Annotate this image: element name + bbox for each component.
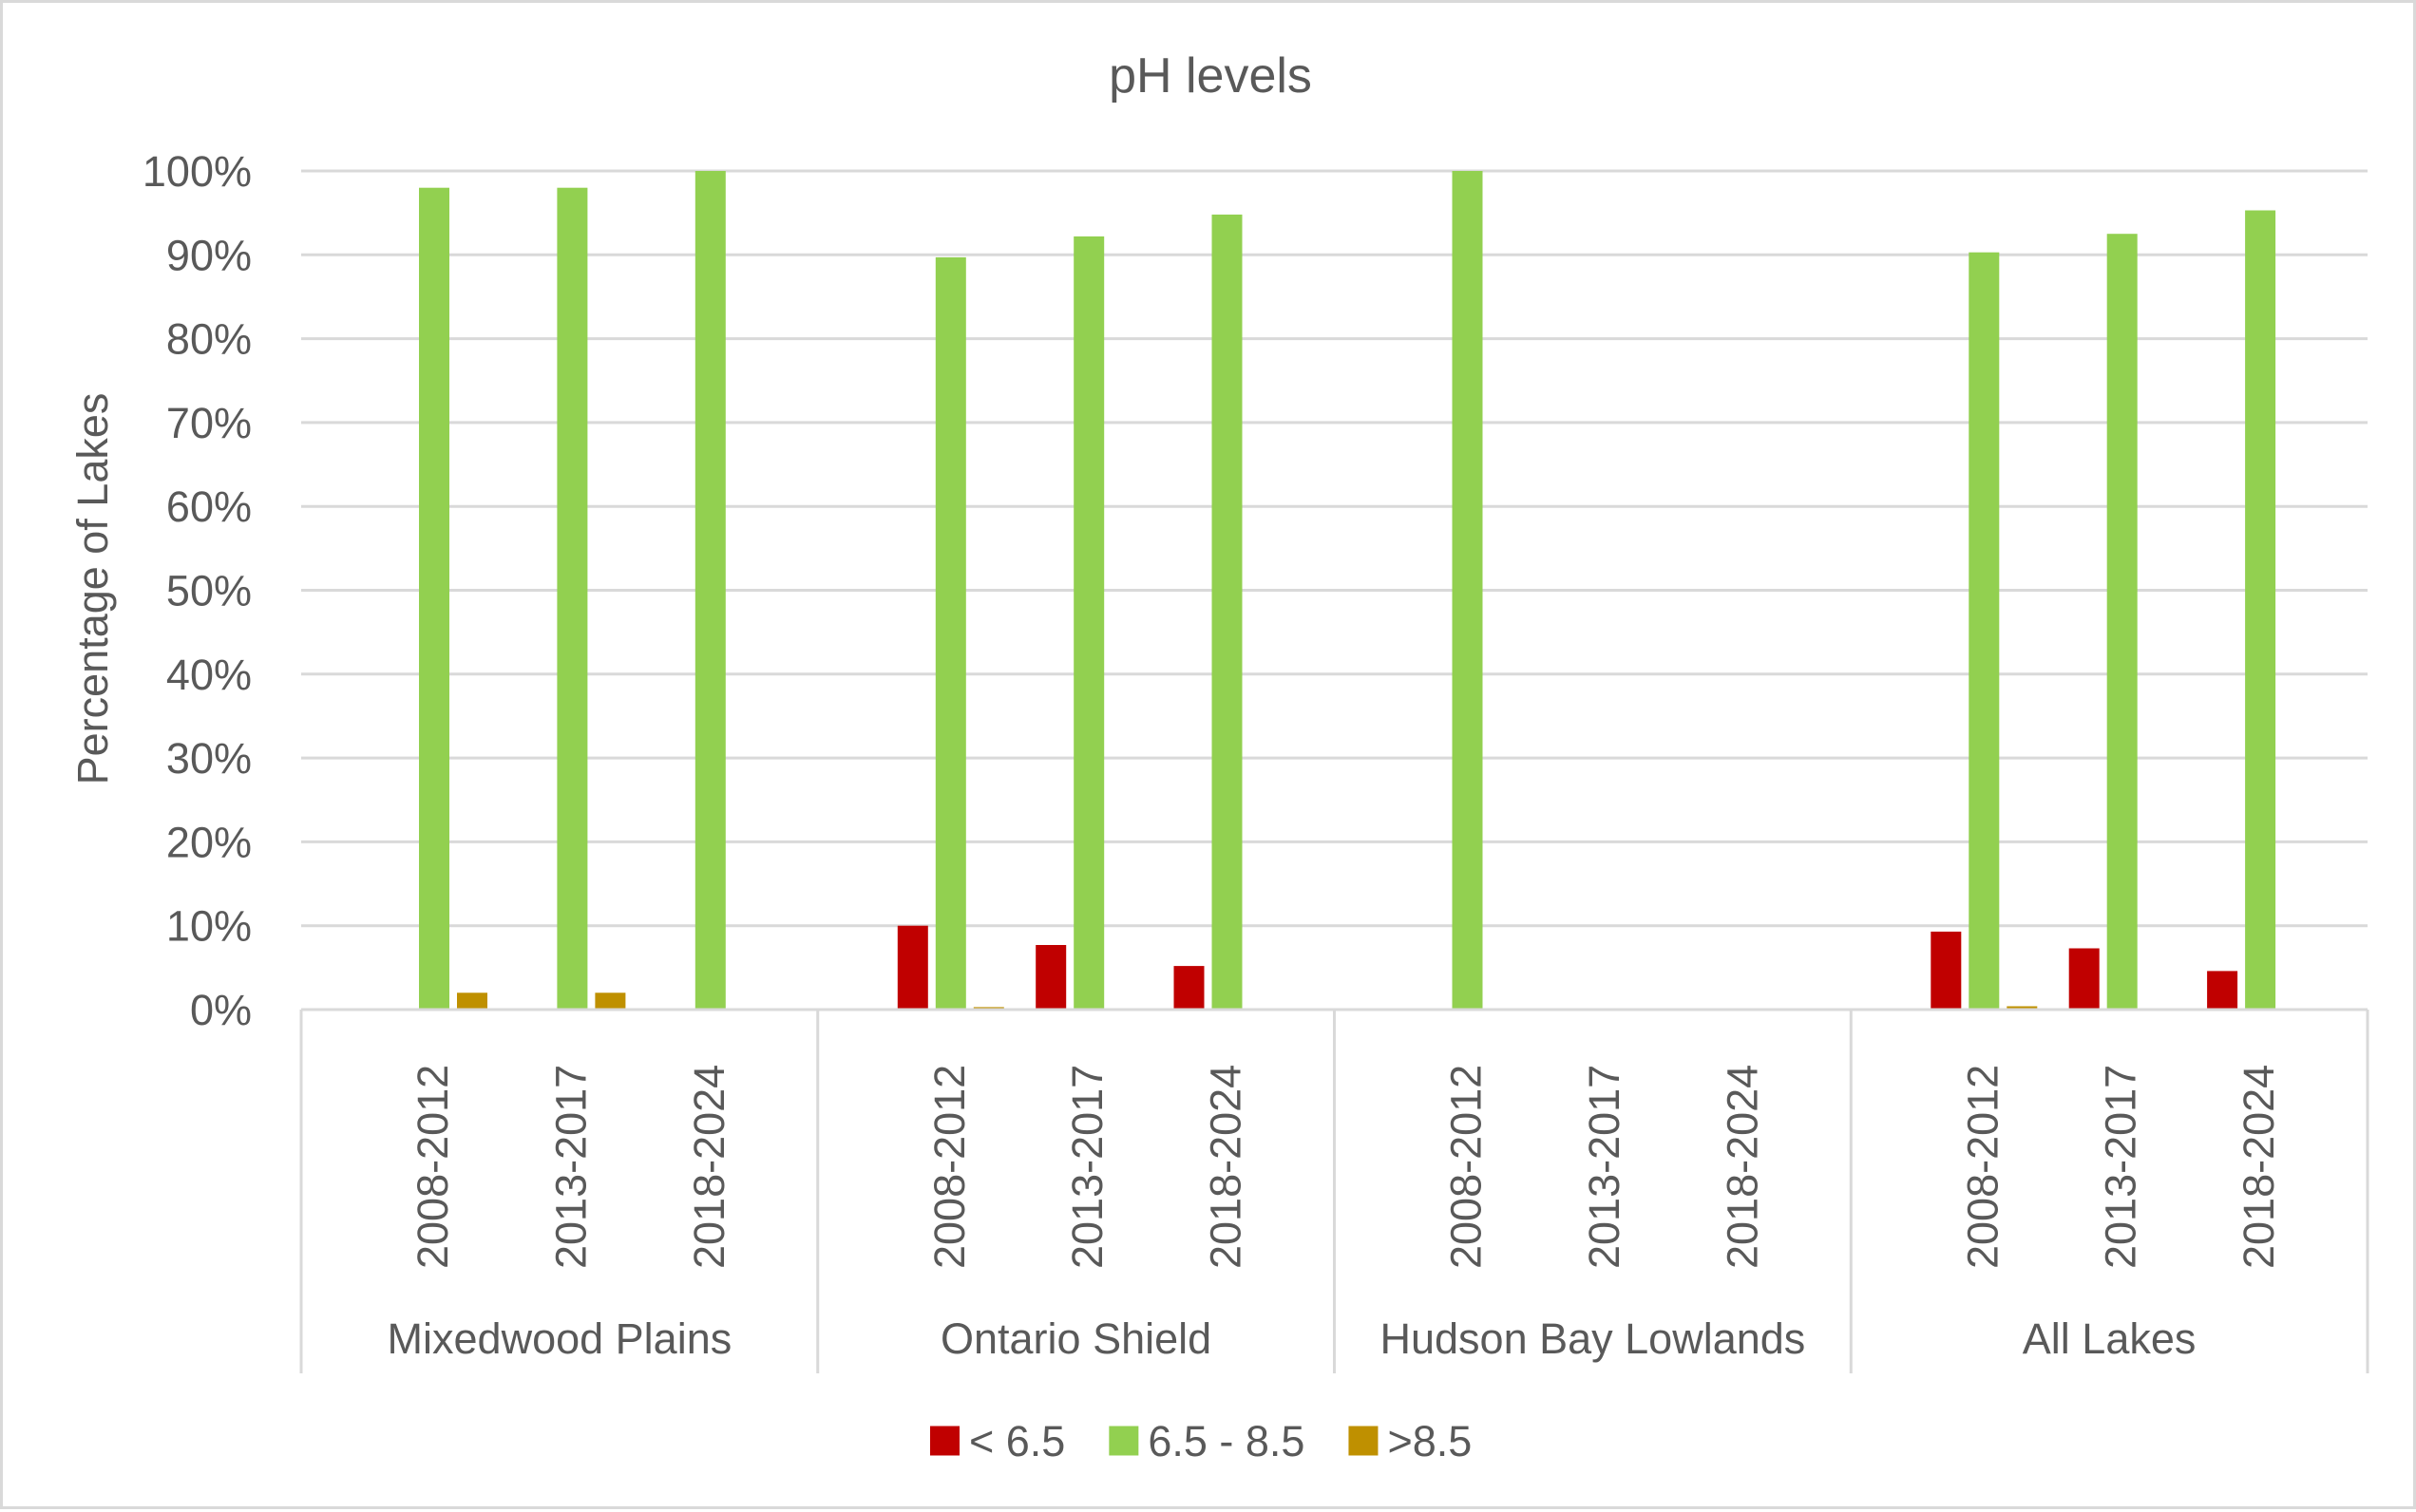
x-period-label: 2008-2012 xyxy=(1442,1065,1491,1269)
bar xyxy=(1036,945,1067,1010)
bar xyxy=(694,171,726,1010)
legend-swatch xyxy=(1109,1426,1139,1456)
bars xyxy=(419,171,2276,1010)
legend-item: < 6.5 xyxy=(930,1417,1065,1465)
legend-label: 6.5 - 8.5 xyxy=(1148,1417,1304,1465)
x-period-label: 2008-2012 xyxy=(925,1065,974,1269)
legend-label: < 6.5 xyxy=(969,1417,1065,1465)
bar xyxy=(1931,931,1962,1010)
legend-swatch xyxy=(930,1426,960,1456)
bar xyxy=(1211,214,1243,1010)
x-period-label: 2018-2024 xyxy=(685,1065,733,1269)
y-axis-label: Percentage of Lakes xyxy=(68,393,117,785)
gridlines xyxy=(301,169,2368,928)
legend-item: >8.5 xyxy=(1348,1417,1472,1465)
y-tick-label: 60% xyxy=(166,482,252,531)
x-group-label: All Lakes xyxy=(2023,1314,2197,1363)
y-tick-label: 90% xyxy=(166,231,252,279)
bar xyxy=(935,256,966,1010)
bar xyxy=(1074,236,1105,1010)
bar xyxy=(595,992,626,1010)
y-tick-label: 10% xyxy=(166,902,252,951)
legend-label: >8.5 xyxy=(1387,1417,1472,1465)
x-period-label: 2013-2017 xyxy=(2097,1065,2145,1269)
bar xyxy=(897,925,928,1010)
x-period-label: 2008-2012 xyxy=(1958,1065,2007,1269)
y-tick-label: 30% xyxy=(166,734,252,783)
legend-item: 6.5 - 8.5 xyxy=(1109,1417,1304,1465)
legend-swatch xyxy=(1348,1426,1379,1456)
legend: < 6.5 6.5 - 8.5 >8.5 xyxy=(930,1417,1472,1465)
x-period-label: 2018-2024 xyxy=(1718,1065,1766,1269)
y-tick-label: 40% xyxy=(166,651,252,699)
y-tick-labels: 0% 10% 20% 30% 40% 50% 60% 70% 80% 90% 100% xyxy=(143,147,252,1034)
bar xyxy=(1452,171,1483,1010)
bar xyxy=(457,992,487,1010)
x-group-label: Ontario Shield xyxy=(941,1314,1211,1363)
chart-svg: pH levels Percentage of Lakes 0% 10% 20% 30… xyxy=(68,48,2369,1465)
x-period-label: 2018-2024 xyxy=(1202,1065,1250,1269)
x-category-labels: 2008-2012 2013-2017 2018-2024 2008-2012 2013… xyxy=(388,1065,2284,1363)
y-tick-label: 20% xyxy=(166,818,252,866)
bar xyxy=(2007,1006,2038,1010)
bar xyxy=(2245,210,2276,1010)
x-period-label: 2013-2017 xyxy=(1063,1065,1112,1269)
bar xyxy=(419,187,449,1010)
bar xyxy=(1173,966,1205,1010)
y-tick-label: 70% xyxy=(166,399,252,447)
y-tick-label: 0% xyxy=(190,986,252,1034)
y-tick-label: 80% xyxy=(166,315,252,364)
bar xyxy=(2068,948,2100,1010)
x-period-label: 2013-2017 xyxy=(1580,1065,1628,1269)
x-group-label: Hudson Bay Lowlands xyxy=(1380,1314,1806,1363)
y-tick-label: 50% xyxy=(166,567,252,615)
x-group-label: Mixedwood Plains xyxy=(388,1314,732,1363)
chart-title: pH levels xyxy=(1109,48,1312,104)
bar xyxy=(2106,234,2138,1010)
y-tick-label: 100% xyxy=(143,147,252,196)
bar xyxy=(1969,252,2000,1010)
x-period-label: 2008-2012 xyxy=(409,1065,457,1269)
x-period-label: 2018-2024 xyxy=(2235,1065,2283,1269)
bar xyxy=(557,187,588,1010)
x-period-label: 2013-2017 xyxy=(546,1065,595,1269)
bar xyxy=(2207,971,2238,1010)
x-axis xyxy=(299,1008,2369,1373)
